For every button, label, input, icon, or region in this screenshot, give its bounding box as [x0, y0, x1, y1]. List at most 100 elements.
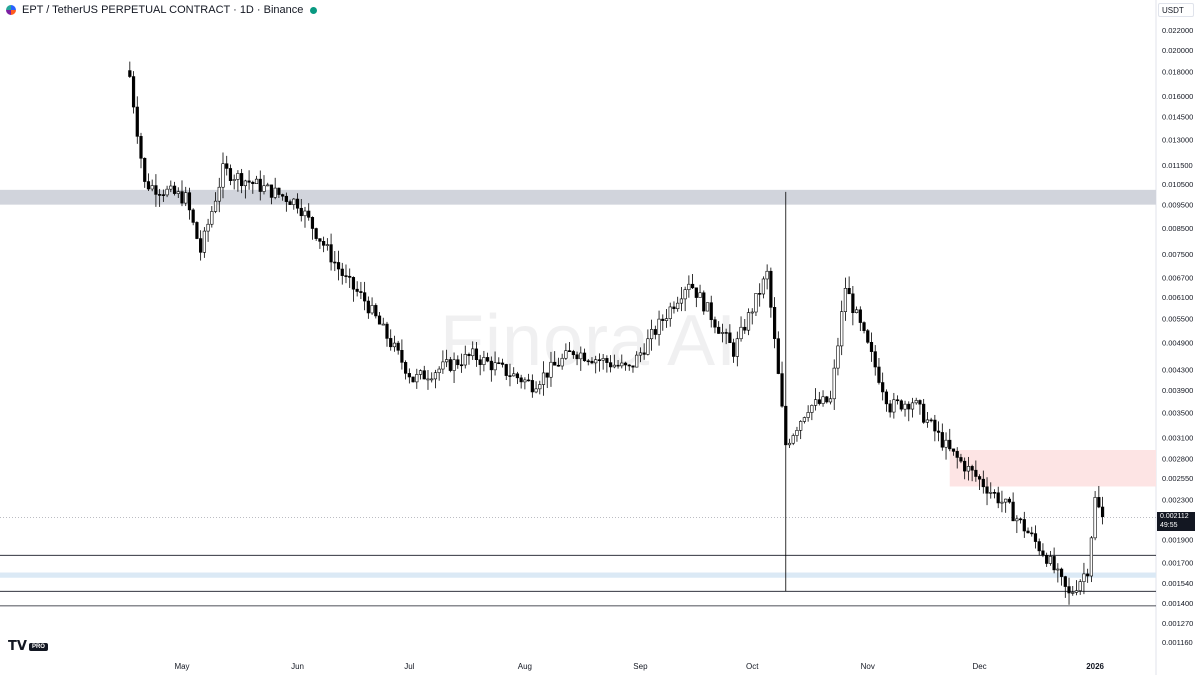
- candle-body: [284, 195, 288, 202]
- candle-body: [735, 338, 739, 357]
- candle-body: [795, 430, 799, 436]
- candle-body: [195, 222, 199, 239]
- candle-body: [176, 191, 180, 194]
- candle-body: [199, 238, 203, 253]
- candle-body: [739, 326, 743, 340]
- candle-body: [761, 278, 766, 295]
- candle-body: [1100, 506, 1105, 517]
- candle-body: [724, 332, 728, 334]
- watermark: Finora AI: [440, 301, 738, 381]
- candle-body: [854, 309, 859, 314]
- symbol-logo-icon: [6, 5, 16, 15]
- candle-body: [281, 194, 285, 197]
- candle-body: [702, 292, 706, 312]
- tv-logo-badge: PRO: [28, 642, 48, 651]
- candle-body: [292, 198, 296, 205]
- y-tick-label: 0.004300: [1162, 366, 1193, 375]
- candle-body: [221, 163, 225, 188]
- tradingview-logo[interactable]: TV PRO: [8, 639, 48, 654]
- y-tick-label: 0.001270: [1162, 619, 1193, 628]
- candle-body: [590, 360, 594, 364]
- candle-body: [858, 309, 862, 323]
- candle-body: [989, 492, 993, 494]
- candle-body: [705, 302, 710, 312]
- candle-body: [806, 412, 810, 418]
- last-price-value: 0.002112: [1160, 513, 1189, 520]
- candle-body: [769, 270, 773, 308]
- candle-body: [527, 379, 531, 382]
- candle-body: [340, 268, 344, 276]
- candle-body: [1089, 537, 1093, 577]
- y-tick-label: 0.011500: [1162, 161, 1193, 170]
- candle-body: [351, 277, 356, 290]
- candle-body: [556, 364, 561, 367]
- candle-body: [918, 400, 922, 405]
- candle-body: [500, 362, 505, 365]
- y-tick-label: 0.003500: [1162, 408, 1193, 417]
- x-tick-label: Aug: [518, 662, 532, 671]
- candle-body: [150, 185, 154, 190]
- y-tick-label: 0.005500: [1162, 314, 1193, 323]
- candle-body: [951, 448, 956, 452]
- x-tick-label: 2026: [1086, 662, 1104, 671]
- candle-body: [1015, 518, 1019, 522]
- candle-body: [146, 181, 151, 190]
- candle-body: [582, 352, 587, 362]
- candle-body: [474, 348, 479, 361]
- candle-body: [866, 330, 870, 343]
- candle-body: [169, 185, 173, 190]
- candle-body: [623, 362, 628, 366]
- candle-body: [463, 353, 467, 366]
- candle-body: [545, 372, 549, 378]
- candle-body: [664, 318, 669, 321]
- candle-body: [404, 362, 408, 374]
- candle-body: [635, 354, 639, 368]
- candle-body: [504, 364, 508, 376]
- chart-title[interactable]: EPT / TetherUS PERPETUAL CONTRACT · 1D ·…: [22, 4, 304, 16]
- candle-body: [165, 188, 169, 196]
- candle-body: [139, 136, 143, 159]
- candle-body: [925, 419, 929, 423]
- candle-body: [836, 345, 840, 369]
- candle-body: [486, 357, 490, 362]
- y-tick-label: 0.001400: [1162, 599, 1193, 608]
- candle-body: [899, 400, 903, 410]
- candle-body: [553, 361, 557, 366]
- candle-body: [534, 388, 538, 393]
- candle-body: [787, 442, 792, 446]
- candle-body: [568, 350, 572, 352]
- candle-body: [713, 319, 717, 328]
- candle-body: [851, 293, 855, 314]
- candle-body: [512, 373, 516, 377]
- candle-body: [955, 451, 959, 458]
- y-tick-label: 0.002800: [1162, 455, 1193, 464]
- candle-body: [698, 292, 702, 298]
- candle-body: [322, 241, 326, 246]
- y-tick-label: 0.001700: [1162, 559, 1193, 568]
- candle-body: [646, 338, 650, 355]
- candle-body: [743, 326, 747, 331]
- candle-body: [299, 207, 303, 217]
- candle-body: [381, 323, 385, 326]
- candle-body: [370, 305, 374, 314]
- candle-body: [202, 230, 206, 253]
- candle-body: [609, 362, 613, 368]
- candle-body: [363, 292, 367, 302]
- candle-body: [586, 360, 590, 363]
- candle-body: [1063, 576, 1067, 587]
- candle-body: [143, 157, 147, 182]
- candle-body: [482, 357, 486, 365]
- candle-body: [1030, 532, 1034, 535]
- candle-body: [929, 419, 933, 422]
- candle-body: [877, 366, 881, 383]
- candle-body: [515, 373, 520, 379]
- currency-selector[interactable]: USDT: [1158, 3, 1194, 17]
- candle-body: [452, 359, 456, 371]
- candle-body: [1097, 497, 1101, 508]
- candle-body: [243, 180, 247, 187]
- candle-body: [810, 405, 814, 413]
- candle-body: [206, 223, 210, 232]
- candle-body: [172, 185, 177, 194]
- candle-body: [288, 201, 292, 205]
